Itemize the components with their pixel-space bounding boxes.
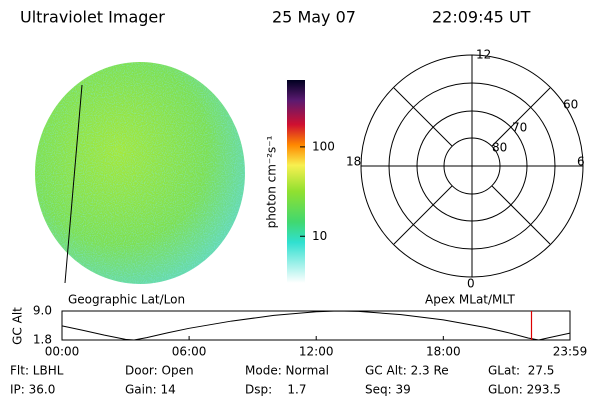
mlt-label: 12 bbox=[476, 48, 491, 62]
lat-label: 80 bbox=[492, 141, 507, 155]
polar-label: Apex MLat/MLT bbox=[425, 293, 515, 307]
altitude-line bbox=[61, 310, 571, 341]
mlt-label: 0 bbox=[467, 277, 475, 291]
time: 22:09:45 UT bbox=[432, 8, 531, 27]
image-noise bbox=[35, 62, 245, 284]
x-tick-label: 06:00 bbox=[172, 345, 207, 359]
diag bbox=[491, 87, 551, 147]
info-field: GLat: 27.5 bbox=[488, 364, 554, 378]
y-tick-label: 9.0 bbox=[33, 304, 52, 318]
info-field: IP: 36.0 bbox=[10, 383, 55, 397]
image-label: Geographic Lat/Lon bbox=[68, 293, 185, 307]
date: 25 May 07 bbox=[272, 8, 356, 27]
info-field: Seq: 39 bbox=[365, 383, 411, 397]
info-panel: Flt: LBHL Door: Open Mode: Normal GC Alt: 2… bbox=[10, 364, 561, 397]
polar-grid bbox=[360, 54, 584, 278]
info-field: Dsp: 1.7 bbox=[245, 383, 307, 397]
diag bbox=[491, 185, 551, 245]
colorbar-tick-label: 100 bbox=[312, 139, 335, 153]
y-tick-label: 1.8 bbox=[33, 333, 52, 347]
alt-frame bbox=[61, 310, 571, 341]
info-field: GC Alt: 2.3 Re bbox=[365, 364, 449, 378]
x-tick-label: 18:00 bbox=[426, 345, 461, 359]
info-field: Door: Open bbox=[125, 364, 194, 378]
info-field: Mode: Normal bbox=[245, 364, 329, 378]
y-axis-label: GC Alt bbox=[11, 307, 25, 345]
info-field: GLon: 293.5 bbox=[488, 383, 561, 397]
lat-label: 60 bbox=[563, 98, 578, 112]
x-tick-label: 00:00 bbox=[45, 345, 80, 359]
x-tick-label: 23:59 bbox=[553, 345, 588, 359]
info-field: Gain: 14 bbox=[125, 383, 176, 397]
mlt-label: 18 bbox=[346, 155, 361, 169]
uv-image bbox=[35, 62, 245, 284]
instrument: Ultraviolet Imager bbox=[20, 8, 165, 27]
lat-label: 70 bbox=[512, 121, 527, 135]
colorbar-tick-label: 10 bbox=[312, 229, 327, 243]
info-field: Flt: LBHL bbox=[10, 364, 64, 378]
colorbar-label: photon cm⁻²s⁻¹ bbox=[265, 135, 279, 228]
diag bbox=[393, 87, 453, 147]
mlt-label: 6 bbox=[577, 155, 585, 169]
terminator-line bbox=[64, 84, 83, 284]
diag bbox=[393, 185, 453, 245]
x-tick-label: 12:00 bbox=[299, 345, 334, 359]
colorbar bbox=[287, 80, 305, 283]
